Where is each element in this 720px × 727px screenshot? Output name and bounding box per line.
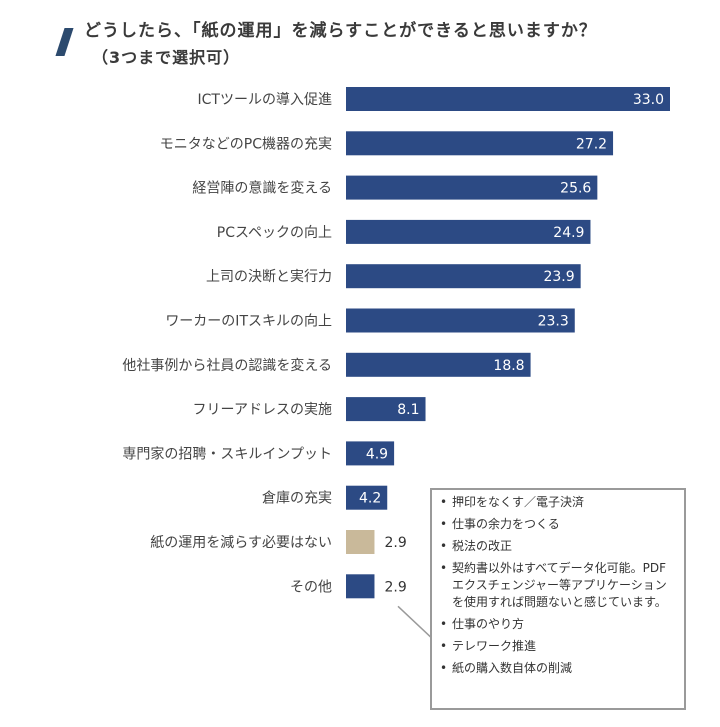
category-label: その他 <box>290 579 332 595</box>
data-label: 2.9 <box>384 535 406 551</box>
category-label: 専門家の招聘・スキルインプット <box>122 445 332 462</box>
data-label: 33.0 <box>633 92 664 108</box>
category-label: モニタなどのPC機器の充実 <box>160 136 332 152</box>
category-label: 紙の運用を減らす必要はない <box>150 534 332 551</box>
bar <box>346 87 670 111</box>
category-label: 他社事例から社員の認識を変える <box>122 357 332 374</box>
category-label: 上司の決断と実行力 <box>206 269 332 285</box>
other-answer-item: 仕事の余力をつくる <box>440 516 678 533</box>
bar <box>346 485 388 510</box>
category-label: ワーカーのITスキルの向上 <box>165 314 332 330</box>
bar <box>346 574 375 599</box>
category-label: PCスペックの向上 <box>217 225 332 241</box>
data-label: 23.3 <box>538 314 569 330</box>
bar <box>346 308 575 333</box>
data-label: 4.2 <box>359 491 381 507</box>
bar <box>346 397 426 422</box>
bar <box>346 264 581 289</box>
bar <box>346 175 598 200</box>
category-label: ICTツールの導入促進 <box>198 92 332 108</box>
other-answer-item: 税法の改正 <box>440 538 678 555</box>
bar <box>346 352 531 377</box>
other-answer-item: テレワーク推進 <box>440 638 678 655</box>
data-label: 18.8 <box>493 358 524 374</box>
chart-title: どうしたら、「紙の運用」を減らすことができると思いますか？ <box>84 21 597 41</box>
bar <box>346 530 375 554</box>
other-answers-list: 押印をなくす／電子決済仕事の余力をつくる税法の改正契約書以外はすべてデータ化可能… <box>440 494 678 677</box>
bar <box>346 219 591 244</box>
data-label: 2.9 <box>384 579 406 595</box>
category-label: フリーアドレスの実施 <box>193 402 332 418</box>
chart-subtitle: （3つまで選択可） <box>92 48 241 67</box>
data-label: 25.6 <box>560 181 591 197</box>
other-answers-box: 押印をなくす／電子決済仕事の余力をつくる税法の改正契約書以外はすべてデータ化可能… <box>430 488 686 710</box>
other-answer-item: 押印をなくす／電子決済 <box>440 494 678 511</box>
callout-connector <box>397 605 433 639</box>
data-label: 4.9 <box>366 446 388 462</box>
other-answer-item: 仕事のやり方 <box>440 616 678 633</box>
other-answer-item: 紙の購入数自体の削減 <box>440 660 678 677</box>
category-label: 倉庫の充実 <box>262 490 332 507</box>
other-answer-item: 契約書以外はすべてデータ化可能。PDFエクスチェンジャー等アプリケーションを使用… <box>440 560 678 611</box>
data-label: 8.1 <box>397 402 419 418</box>
data-label: 24.9 <box>553 225 584 241</box>
data-label: 23.9 <box>543 269 574 285</box>
category-label: 経営陣の意識を変える <box>192 180 332 197</box>
bar <box>346 441 395 466</box>
data-label: 27.2 <box>576 136 607 152</box>
bar <box>346 131 614 156</box>
